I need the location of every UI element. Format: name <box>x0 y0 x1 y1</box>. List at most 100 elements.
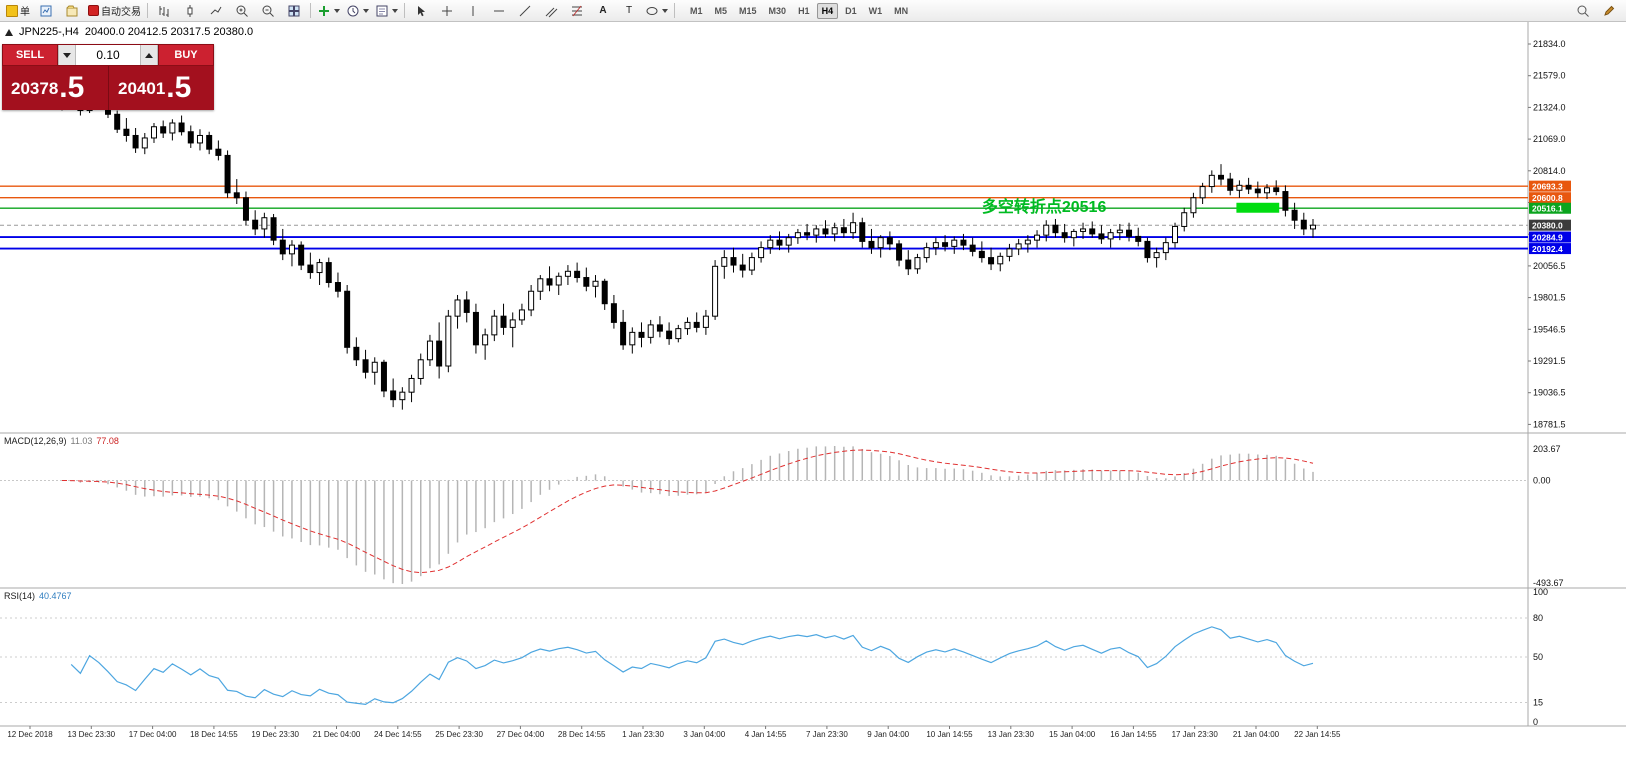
timeframe-h1-button[interactable]: H1 <box>798 5 810 16</box>
time-axis[interactable]: 12 Dec 2018 13 Dec 23:30 17 Dec 04:00 18 De… <box>7 726 1341 739</box>
zoom-out-button[interactable] <box>255 1 281 21</box>
sell-price[interactable]: 20378 .5 <box>2 66 108 110</box>
svg-text:13 Dec 23:30: 13 Dec 23:30 <box>68 730 116 739</box>
svg-text:20814.0: 20814.0 <box>1533 166 1566 176</box>
volume-decrease-button[interactable] <box>58 45 76 65</box>
svg-text:10 Jan 14:55: 10 Jan 14:55 <box>926 730 973 739</box>
svg-text:19546.5: 19546.5 <box>1533 324 1566 334</box>
crosshair-icon <box>442 5 452 16</box>
svg-text:27 Dec 04:00: 27 Dec 04:00 <box>497 730 545 739</box>
buy-price-frac: .5 <box>166 71 192 105</box>
shapes-button[interactable] <box>642 1 671 21</box>
line-chart-button[interactable] <box>203 1 229 21</box>
svg-text:22 Jan 14:55: 22 Jan 14:55 <box>1294 730 1341 739</box>
cursor-button[interactable] <box>408 1 434 21</box>
crosshair-button[interactable] <box>434 1 460 21</box>
svg-text:21 Dec 04:00: 21 Dec 04:00 <box>313 730 361 739</box>
chart-annotation-text[interactable]: 多空转折点20516 <box>982 197 1107 216</box>
indicators-icon <box>319 5 329 16</box>
label-tool-label: T <box>625 5 633 16</box>
svg-text:19036.5: 19036.5 <box>1533 388 1566 398</box>
search-icon <box>1577 5 1589 17</box>
periods-button[interactable] <box>343 1 372 21</box>
timeframe-m30-button[interactable]: M30 <box>768 5 787 16</box>
rsi-value: 40.4767 <box>39 591 72 601</box>
svg-text:4 Jan 14:55: 4 Jan 14:55 <box>745 730 787 739</box>
sell-button[interactable]: SELL <box>2 44 58 66</box>
timeframe-m15-button[interactable]: M15 <box>739 5 757 16</box>
trendline-icon <box>519 5 531 16</box>
macd-value-signal: 77.08 <box>96 436 119 446</box>
svg-text:21324.0: 21324.0 <box>1533 102 1566 112</box>
volume-increase-button[interactable] <box>140 45 158 65</box>
bar-chart-button[interactable] <box>151 1 177 21</box>
label-tool-button[interactable]: T <box>616 1 642 21</box>
autotrading-status-icon <box>88 5 99 16</box>
timeframe-w1-button[interactable]: W1 <box>868 5 883 16</box>
svg-text:100: 100 <box>1533 587 1548 597</box>
search-button[interactable] <box>1570 1 1596 21</box>
new-order-icon <box>6 4 18 17</box>
text-tool-button[interactable]: A <box>590 1 616 21</box>
sell-price-frac: .5 <box>59 71 85 105</box>
svg-text:17 Dec 04:00: 17 Dec 04:00 <box>129 730 177 739</box>
svg-text:12 Dec 2018: 12 Dec 2018 <box>7 730 53 739</box>
macd-pane: 203.67 0.00 -493.67 <box>0 444 1564 588</box>
svg-text:203.67: 203.67 <box>1533 444 1561 454</box>
edit-button[interactable] <box>1596 1 1622 21</box>
timeframe-mn-button[interactable]: MN <box>894 5 909 16</box>
text-tool-label: A <box>599 5 607 16</box>
tile-windows-button[interactable] <box>281 1 307 21</box>
candlestick-button[interactable] <box>177 1 203 21</box>
volume-control: 0.10 <box>58 44 158 66</box>
pencil-icon <box>1604 5 1615 16</box>
autotrading-label: 自动交易 <box>101 7 141 18</box>
highlight-rectangle[interactable] <box>1236 202 1280 213</box>
svg-text:20192.4: 20192.4 <box>1532 244 1563 254</box>
templates-button[interactable] <box>372 1 401 21</box>
horizontal-line-button[interactable] <box>486 1 512 21</box>
svg-text:3 Jan 04:00: 3 Jan 04:00 <box>683 730 725 739</box>
svg-text:18 Dec 14:55: 18 Dec 14:55 <box>190 730 238 739</box>
channel-button[interactable] <box>538 1 564 21</box>
vertical-line-button[interactable] <box>460 1 486 21</box>
tile-windows-icon <box>288 5 300 16</box>
new-chart-button[interactable] <box>33 1 59 21</box>
svg-text:20516.1: 20516.1 <box>1532 204 1563 214</box>
svg-text:20284.9: 20284.9 <box>1532 233 1563 243</box>
new-order-button[interactable]: 单 <box>3 1 33 21</box>
indicators-button[interactable] <box>314 1 343 21</box>
svg-text:21579.0: 21579.0 <box>1533 71 1566 81</box>
toolbar-separator <box>147 3 148 18</box>
channel-icon <box>545 7 558 17</box>
svg-text:17 Jan 23:30: 17 Jan 23:30 <box>1172 730 1219 739</box>
profiles-button[interactable] <box>59 1 85 21</box>
fibonacci-button[interactable] <box>564 1 590 21</box>
timeframe-m1-button[interactable]: M1 <box>690 5 703 16</box>
profiles-icon <box>66 5 78 16</box>
chart-titlebar: JPN225-,H4 20400.0 20412.5 20317.5 20380… <box>0 24 253 40</box>
horizontal-line-icon <box>494 10 504 11</box>
buy-price[interactable]: 20401 .5 <box>108 66 214 110</box>
toolbar-separator <box>404 3 405 18</box>
bar-chart-icon <box>159 5 169 17</box>
trendline-button[interactable] <box>512 1 538 21</box>
clock-icon <box>347 5 359 16</box>
rsi-name: RSI(14) <box>4 591 36 601</box>
autotrading-button[interactable]: 自动交易 <box>85 1 144 21</box>
zoom-in-button[interactable] <box>229 1 255 21</box>
buy-button[interactable]: BUY <box>158 44 214 66</box>
timeframe-h4-button[interactable]: H4 <box>816 2 839 19</box>
svg-text:24 Dec 14:55: 24 Dec 14:55 <box>374 730 422 739</box>
timeframe-m5-button[interactable]: M5 <box>714 5 728 16</box>
svg-text:21 Jan 04:00: 21 Jan 04:00 <box>1233 730 1280 739</box>
svg-text:-493.67: -493.67 <box>1533 578 1564 588</box>
svg-text:9 Jan 04:00: 9 Jan 04:00 <box>867 730 909 739</box>
svg-text:19801.5: 19801.5 <box>1533 293 1566 303</box>
svg-text:7 Jan 23:30: 7 Jan 23:30 <box>806 730 848 739</box>
svg-text:21069.0: 21069.0 <box>1533 134 1566 144</box>
volume-input[interactable]: 0.10 <box>96 48 120 62</box>
timeframe-d1-button[interactable]: D1 <box>845 5 857 16</box>
